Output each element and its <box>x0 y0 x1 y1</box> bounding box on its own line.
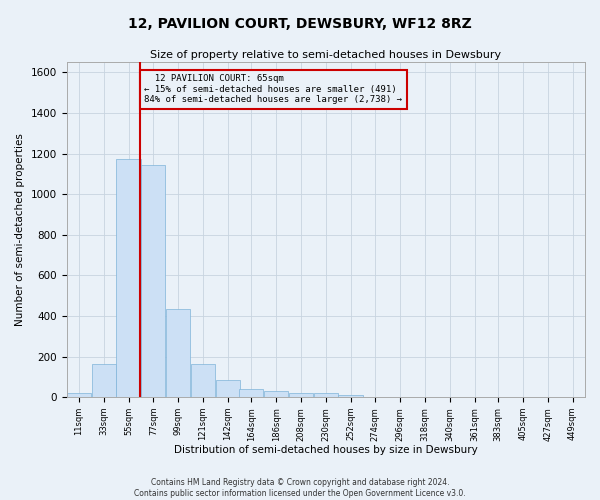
Bar <box>289 392 313 397</box>
Text: 12, PAVILION COURT, DEWSBURY, WF12 8RZ: 12, PAVILION COURT, DEWSBURY, WF12 8RZ <box>128 18 472 32</box>
Bar <box>67 393 91 397</box>
Y-axis label: Number of semi-detached properties: Number of semi-detached properties <box>15 133 25 326</box>
Bar <box>166 309 190 397</box>
X-axis label: Distribution of semi-detached houses by size in Dewsbury: Distribution of semi-detached houses by … <box>174 445 478 455</box>
Title: Size of property relative to semi-detached houses in Dewsbury: Size of property relative to semi-detach… <box>150 50 502 60</box>
Bar <box>264 392 288 397</box>
Bar <box>191 364 215 397</box>
Bar <box>215 380 240 397</box>
Bar <box>239 389 263 397</box>
Bar <box>141 164 166 397</box>
Bar <box>92 364 116 397</box>
Bar <box>314 394 338 397</box>
Bar <box>338 394 362 397</box>
Bar <box>116 158 140 397</box>
Text: 12 PAVILION COURT: 65sqm
← 15% of semi-detached houses are smaller (491)
84% of : 12 PAVILION COURT: 65sqm ← 15% of semi-d… <box>144 74 402 104</box>
Text: Contains HM Land Registry data © Crown copyright and database right 2024.
Contai: Contains HM Land Registry data © Crown c… <box>134 478 466 498</box>
